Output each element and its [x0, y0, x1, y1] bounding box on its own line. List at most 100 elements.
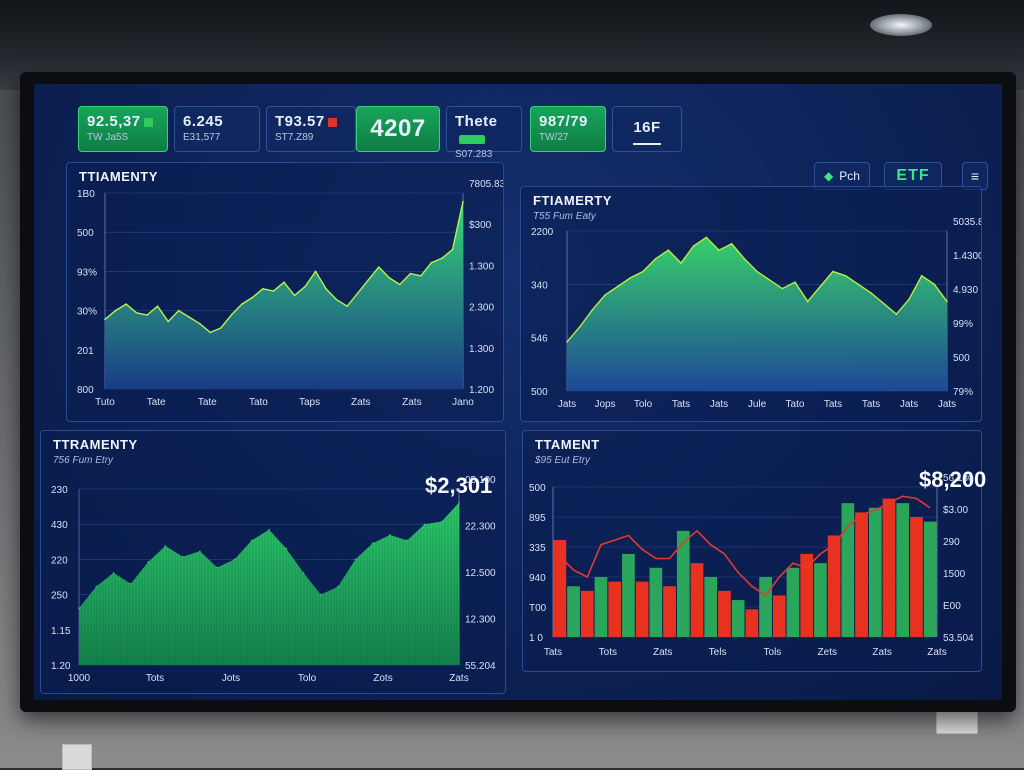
bar: [855, 512, 868, 637]
data-point: [423, 523, 426, 525]
buy-button-label: Pch: [839, 169, 860, 183]
y-tick-label-right: 1.300: [469, 261, 494, 272]
bar: [622, 553, 635, 637]
bar-chart[interactable]: 500 895 335 940 T00 1 0 56.130 $3.00 290 1500 E00 5…: [523, 431, 981, 671]
y-tick-label-right: 05.100: [465, 475, 496, 486]
ticker-card[interactable]: Thete S07.283: [446, 106, 522, 160]
y-tick-label-left: 800: [77, 385, 94, 396]
y-tick-label-left: 2200: [531, 227, 554, 238]
data-point: [420, 274, 422, 277]
panel-subtitle: $95 Eut Etry: [535, 455, 591, 466]
data-point: [705, 236, 708, 239]
data-point: [367, 279, 370, 281]
x-tick-label: Jano: [452, 397, 474, 408]
data-point: [302, 572, 305, 574]
y-tick-label-left: 500: [531, 387, 548, 398]
bar: [580, 590, 594, 637]
y-tick-label-right: $3.00: [943, 505, 968, 516]
ticker-value: T93.57: [275, 113, 325, 130]
y-tick-label-left: 30%: [77, 307, 97, 318]
y-tick-label-right: 56.130: [943, 473, 974, 484]
y-tick-label-right: E00: [943, 601, 961, 612]
y-tick-label-left: 546: [531, 334, 548, 345]
ticker-value: Thete: [455, 113, 498, 130]
data-point: [406, 539, 408, 542]
x-tick-label: Jats: [900, 399, 918, 410]
x-tick-label: Zats: [653, 647, 672, 658]
data-point: [458, 501, 460, 504]
data-point: [781, 287, 784, 290]
data-point: [156, 305, 159, 308]
data-point: [112, 572, 115, 574]
area-chart[interactable]: 230 430 220 250 1.15 1.20 05.100 22.300 12.500 12…: [41, 431, 505, 693]
bar: [759, 577, 772, 637]
y-tick-label-right: 290: [943, 537, 960, 548]
data-point: [680, 262, 682, 264]
etf-button[interactable]: ETF: [884, 162, 942, 190]
area-chart[interactable]: 1B0 500 93% 30% 201 800 7805.831 $300 1.300 2.300…: [67, 163, 503, 421]
y-tick-label-left: 250: [51, 591, 68, 602]
y-tick-label-right: 1.300: [469, 344, 494, 355]
x-tick-label: Jats: [710, 399, 728, 410]
y-tick-label-right: 12.500: [465, 568, 496, 579]
bar: [910, 517, 923, 637]
ticker-value: 6.245: [183, 113, 224, 130]
data-point: [325, 288, 327, 290]
y-tick-label-right: 1.4300: [953, 251, 981, 262]
x-tick-label: Tate: [147, 397, 166, 408]
ticker-card[interactable]: 16F: [612, 106, 682, 152]
data-point: [181, 555, 184, 558]
ticker-card[interactable]: 6.245 E31,577: [174, 106, 260, 152]
x-tick-label: Zets: [818, 647, 837, 658]
data-point: [566, 341, 568, 343]
data-point: [78, 607, 80, 609]
ticker-subvalue: S07.283: [455, 149, 493, 160]
y-tick-label-left: 430: [51, 520, 68, 531]
data-point: [946, 300, 948, 303]
data-point: [692, 245, 695, 247]
panel-subtitle: T55 Fum Eaty: [533, 211, 596, 222]
data-point: [441, 257, 443, 260]
y-tick-label-left: 500: [529, 483, 546, 494]
data-point: [272, 290, 275, 292]
ticker-card[interactable]: T93.57 ST7.Z89: [266, 106, 356, 152]
data-point: [389, 534, 391, 536]
y-tick-label-right: 500: [953, 353, 970, 364]
data-point: [314, 270, 317, 273]
ticker-card[interactable]: 987/79 TW/27: [530, 106, 606, 152]
ticker-card[interactable]: 4207: [356, 106, 440, 152]
x-tick-label: Tuto: [95, 397, 115, 408]
x-tick-label: Jats: [938, 399, 956, 410]
x-tick-label: Tots: [599, 647, 617, 658]
bar: [649, 567, 663, 637]
y-tick-label-right: 1.200: [469, 385, 494, 396]
data-point: [250, 539, 253, 542]
data-point: [356, 292, 359, 294]
data-point: [251, 296, 254, 299]
data-point: [233, 558, 236, 561]
x-tick-label: Zots: [373, 673, 392, 684]
data-point: [895, 313, 898, 315]
y-tick-label-left: 940: [529, 573, 546, 584]
data-point: [844, 275, 847, 277]
data-point: [371, 542, 374, 544]
y-tick-label-right: 4.930: [953, 285, 978, 296]
area-chart[interactable]: 2200 340 546 500 5035.80 1.4300 4.930 99% 500 79%…: [521, 187, 981, 421]
series-line: [559, 495, 931, 597]
buy-button[interactable]: ◆ Pch: [814, 162, 870, 190]
ticker-subvalue: TW Ja5S: [87, 132, 129, 143]
bar: [923, 521, 937, 637]
bar: [814, 563, 827, 637]
data-point: [283, 281, 285, 284]
bar: [718, 590, 731, 637]
y-tick-label-left: 895: [529, 513, 546, 524]
ticker-card[interactable]: 92.5,37 TW Ja5S: [78, 106, 168, 152]
data-point: [377, 266, 380, 268]
x-tick-label: Tato: [786, 399, 805, 410]
x-tick-label: Tats: [672, 399, 690, 410]
bar: [772, 595, 786, 637]
hamburger-menu-icon[interactable]: ≡: [962, 162, 988, 190]
x-tick-label: Jats: [558, 399, 576, 410]
data-point: [667, 249, 670, 251]
y-tick-label-right: 53.504: [943, 633, 974, 644]
